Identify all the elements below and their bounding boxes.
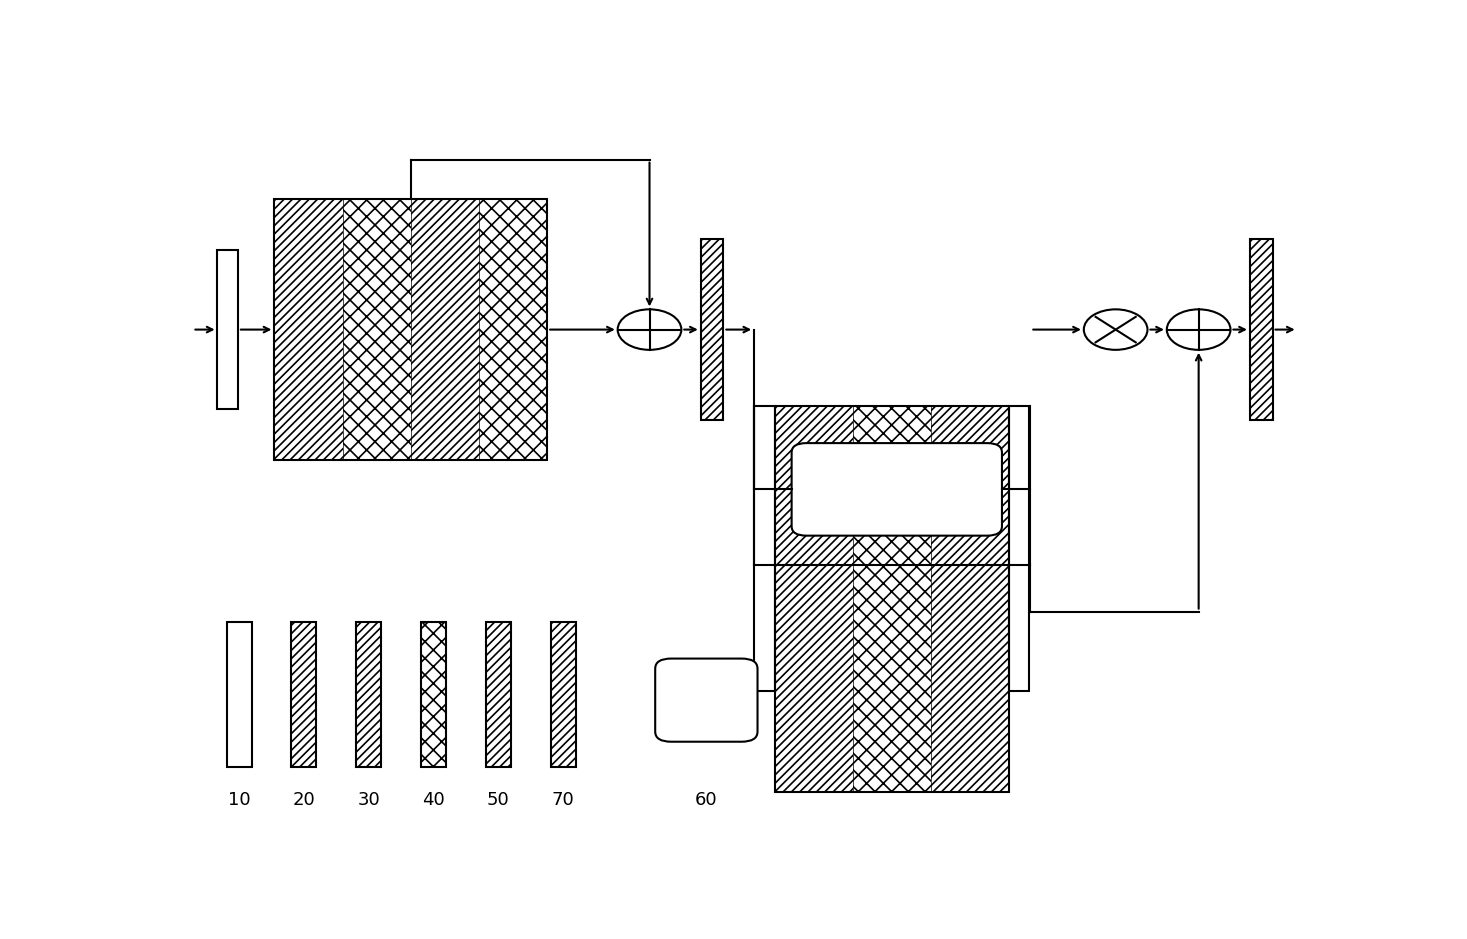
Bar — [356, 623, 381, 767]
Bar — [217, 250, 238, 409]
Bar — [486, 623, 511, 767]
Circle shape — [618, 309, 681, 350]
FancyBboxPatch shape — [792, 443, 1002, 535]
Bar — [852, 406, 930, 793]
Circle shape — [1084, 309, 1147, 350]
FancyBboxPatch shape — [656, 658, 757, 742]
Text: 70: 70 — [552, 791, 575, 808]
Bar — [274, 199, 343, 460]
Bar — [226, 623, 252, 767]
Bar — [274, 199, 547, 460]
Bar — [411, 199, 478, 460]
Bar — [701, 239, 723, 420]
Text: 20: 20 — [292, 791, 315, 808]
Bar — [1250, 239, 1272, 420]
Bar — [342, 199, 411, 460]
Bar — [421, 623, 446, 767]
Text: 30: 30 — [358, 791, 380, 808]
Bar — [930, 406, 1009, 793]
Bar — [550, 623, 575, 767]
Bar — [754, 406, 775, 691]
Bar — [478, 199, 547, 460]
Text: 60: 60 — [695, 791, 717, 808]
Text: 10: 10 — [227, 791, 251, 808]
Bar — [292, 623, 317, 767]
Bar — [775, 406, 852, 793]
Circle shape — [1166, 309, 1231, 350]
Bar — [775, 406, 1009, 793]
Text: 50: 50 — [487, 791, 509, 808]
Bar — [1009, 406, 1030, 691]
Text: 40: 40 — [422, 791, 445, 808]
